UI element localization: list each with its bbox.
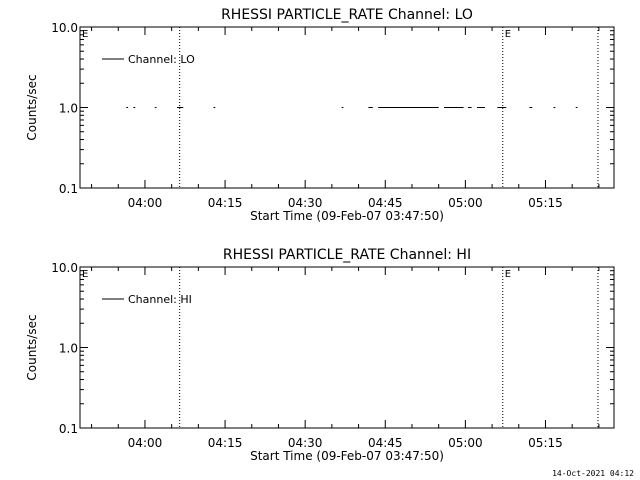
event-marker-label: E [505, 29, 511, 40]
x-tick-label: 04:30 [288, 436, 323, 450]
chart-panel-2: RHESSI PARTICLE_RATE Channel: HI 0.1 1.0 10… [25, 247, 615, 463]
x-tick-label: 05:15 [528, 196, 563, 210]
plot-frame [79, 26, 615, 189]
footer-timestamp: 14-Oct-2021 04:12 [552, 469, 634, 478]
x-tick-label: 04:00 [128, 196, 163, 210]
y-tick-label: 10.0 [51, 21, 78, 35]
legend-label: Channel: HI [128, 293, 192, 306]
plot-frame [79, 266, 615, 429]
x-tick-label: 04:30 [288, 196, 323, 210]
y-tick-label: 0.1 [59, 422, 78, 436]
y-tick-label: 1.0 [59, 102, 78, 116]
x-tick-label: 04:45 [368, 196, 403, 210]
y-axis-label: Counts/sec [25, 314, 39, 380]
x-tick-label: 04:15 [208, 436, 243, 450]
y-axis-label: Counts/sec [25, 74, 39, 140]
edge-marker-label: E [82, 29, 88, 40]
event-marker-label: E [505, 269, 511, 280]
x-tick-label: 05:00 [448, 196, 483, 210]
x-tick-label: 04:00 [128, 436, 163, 450]
legend-label: Channel: LO [128, 53, 195, 66]
edge-marker-label: E [82, 269, 88, 280]
x-tick-label: 05:15 [528, 436, 563, 450]
y-tick-label: 1.0 [59, 342, 78, 356]
x-axis-label: Start Time (09-Feb-07 03:47:50) [250, 209, 444, 223]
chart-panel-1: RHESSI PARTICLE_RATE Channel: LO 0.1 1.0 10… [25, 7, 615, 223]
x-axis-label: Start Time (09-Feb-07 03:47:50) [250, 449, 444, 463]
y-tick-label: 0.1 [59, 182, 78, 196]
y-tick-label: 10.0 [51, 261, 78, 275]
chart-title: RHESSI PARTICLE_RATE Channel: HI [223, 247, 471, 263]
x-tick-label: 04:45 [368, 436, 403, 450]
chart-title: RHESSI PARTICLE_RATE Channel: LO [221, 7, 473, 23]
x-tick-label: 05:00 [448, 436, 483, 450]
x-tick-label: 04:15 [208, 196, 243, 210]
